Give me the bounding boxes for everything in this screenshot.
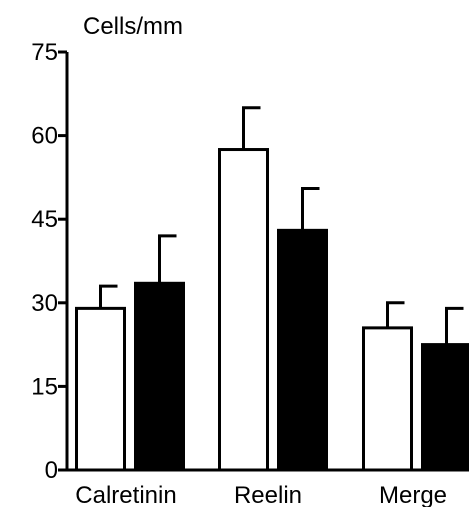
y-tick-label: 45 — [31, 206, 58, 233]
bars — [75, 148, 469, 472]
y-axis-ticks: 0 15 30 45 60 75 — [31, 39, 67, 484]
bar-calretinin-open — [75, 306, 126, 472]
y-tick-label: 75 — [31, 39, 58, 66]
y-tick-label: 0 — [45, 457, 58, 484]
bar-calretinin-filled — [134, 281, 185, 472]
category-label-calretinin: Calretinin — [75, 482, 176, 507]
bar-reelin-filled — [277, 228, 328, 472]
category-label-reelin: Reelin — [234, 482, 302, 507]
y-tick-label: 60 — [31, 123, 58, 150]
bar-reelin-open — [218, 148, 269, 472]
y-axis-unit-label: Cells/mm — [83, 13, 183, 40]
bar-merge-open — [362, 326, 413, 472]
error-bars — [99, 106, 464, 345]
bar-merge-filled — [421, 343, 469, 472]
category-label-merge: Merge — [379, 482, 447, 507]
y-tick-label: 30 — [31, 290, 58, 317]
y-tick-label: 15 — [31, 373, 58, 400]
